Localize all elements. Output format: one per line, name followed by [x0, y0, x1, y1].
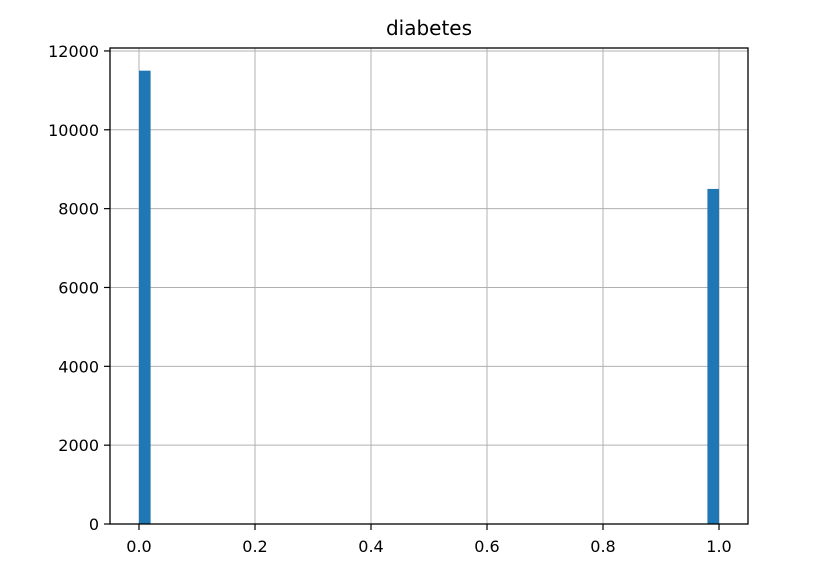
y-tick-label-1: 2000 [58, 436, 99, 455]
y-tick-label-5: 10000 [48, 121, 99, 140]
x-tick-label-3: 0.6 [474, 537, 499, 556]
y-tick-label-0: 0 [89, 515, 99, 534]
axes-frame [109, 47, 749, 525]
bar-1 [707, 188, 719, 524]
y-tick-label-2: 4000 [58, 357, 99, 376]
chart-title: diabetes [386, 16, 472, 40]
bars-group [139, 70, 719, 525]
y-axis: 0 2000 4000 6000 8000 10000 12000 [48, 42, 110, 534]
bar-0 [139, 70, 151, 525]
x-tick-label-5: 1.0 [706, 537, 731, 556]
y-tick-label-3: 6000 [58, 278, 99, 297]
y-tick-label-4: 8000 [58, 200, 99, 219]
x-axis: 0.0 0.2 0.4 0.6 0.8 1.0 [126, 524, 732, 556]
x-tick-label-0: 0.0 [126, 537, 151, 556]
x-tick-label-1: 0.2 [242, 537, 267, 556]
x-tick-label-4: 0.8 [590, 537, 615, 556]
y-tick-label-6: 12000 [48, 42, 99, 61]
x-tick-label-2: 0.4 [358, 537, 383, 556]
